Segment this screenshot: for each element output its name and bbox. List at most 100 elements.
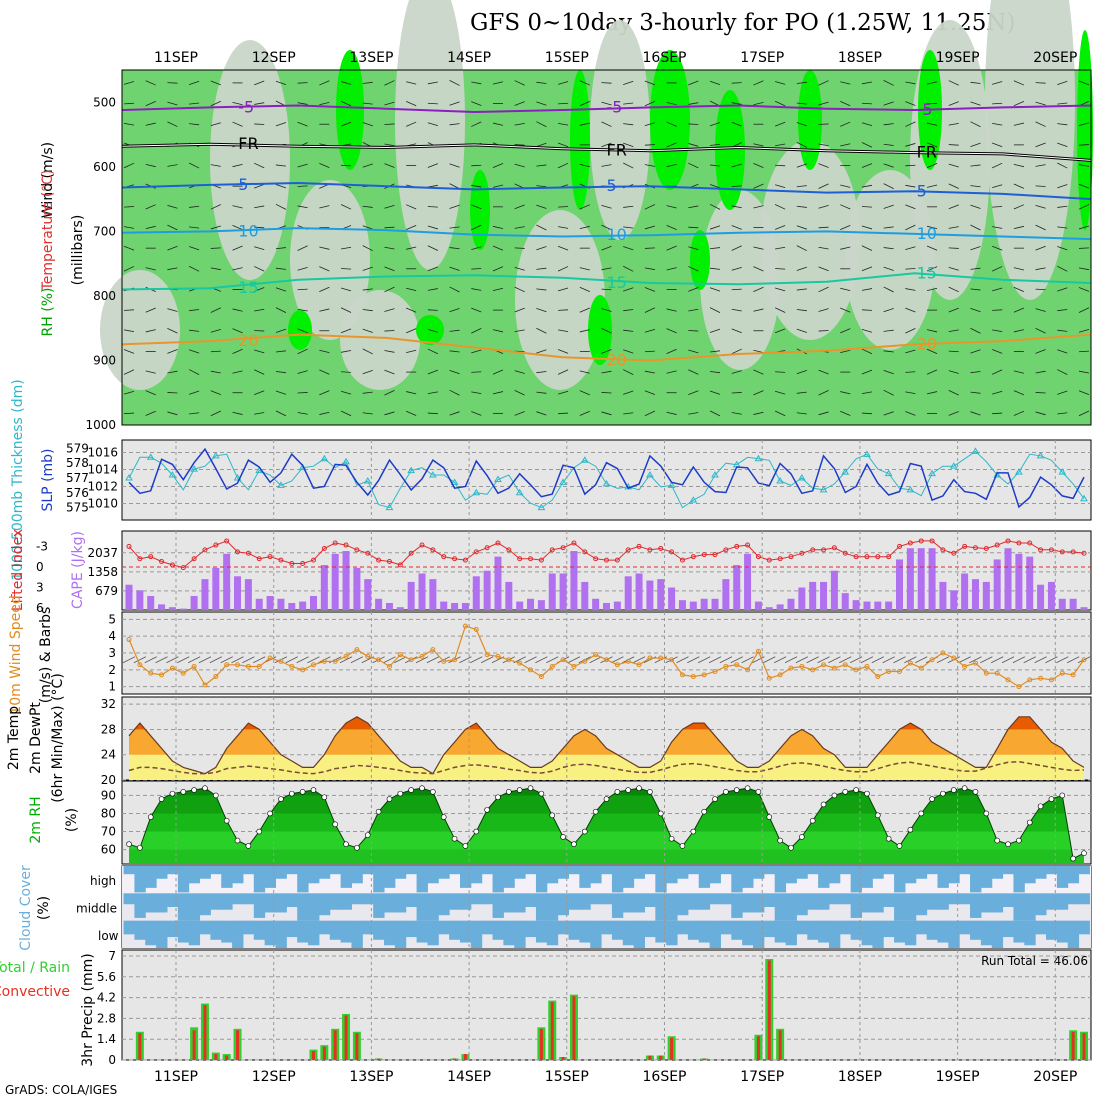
upper-air-rh-label: RH (%): [40, 288, 56, 337]
cloud-high-bar: [156, 866, 168, 879]
lifted-index-marker: [321, 545, 327, 551]
wind-speed-marker: [918, 665, 924, 671]
cape-bar: [613, 601, 621, 610]
wind-barb: [1057, 246, 1068, 251]
lifted-index-marker: [918, 538, 924, 544]
thickness-axis-label: 1000-500mb Thickness (dm): [10, 379, 26, 580]
wind-barb: [341, 371, 352, 373]
cape-bar: [939, 581, 947, 610]
wind-barb: [1013, 80, 1025, 86]
wind-barb: [254, 369, 265, 375]
cloud-middle-bar: [351, 893, 363, 905]
lifted-index-marker: [419, 542, 425, 548]
cloud-low-bar: [655, 920, 667, 943]
wind-barb: [297, 370, 308, 374]
wind-barb: [818, 183, 829, 189]
wind-barb: [753, 286, 764, 292]
wind-barb: [623, 412, 634, 415]
pressure-tick-label: 600: [93, 160, 116, 174]
temp-tick-label: 32: [101, 697, 116, 711]
precip-convective-bar: [702, 1058, 706, 1060]
cape-bar: [809, 581, 817, 610]
wind-speed-marker: [1081, 657, 1087, 663]
wind-barb: [167, 245, 178, 251]
wind-barb: [232, 348, 243, 354]
wind-barb: [1057, 184, 1068, 189]
rh-marker: [234, 837, 241, 844]
wind-barb: [514, 204, 525, 210]
contour-5: [121, 181, 1092, 201]
lifted-index-marker: [386, 558, 392, 564]
wind-barb: [297, 266, 308, 271]
wind-barb: [210, 267, 221, 271]
cape-bar: [993, 559, 1001, 610]
wind-barb: [579, 267, 590, 271]
lifted-index-marker: [897, 543, 903, 549]
thickness-marker: [711, 471, 719, 478]
wind-barb: [709, 143, 721, 146]
thickness-marker: [1058, 468, 1067, 475]
precip-convective-bar: [311, 1051, 315, 1060]
wind-barb: [731, 205, 742, 209]
cloud-middle-bar: [709, 893, 721, 905]
lifted-index-marker: [821, 547, 827, 553]
lifted-index-marker: [343, 542, 349, 548]
cloud-high-bar: [1067, 866, 1080, 884]
wind-barb: [232, 328, 243, 334]
cloud-high-bar: [318, 866, 331, 879]
wind-barb: [384, 163, 395, 168]
cloud-middle-bar: [796, 893, 808, 916]
lifted-index-marker: [972, 545, 978, 551]
wind-barb: [449, 123, 460, 126]
wind-barb: [198, 656, 212, 664]
wind-barb: [514, 144, 525, 146]
wind-barb: [709, 307, 721, 313]
cloud-low-bar: [1067, 920, 1080, 948]
cloud-low-bar: [1046, 920, 1058, 940]
wind-barb: [1057, 226, 1068, 229]
cloud-high-bar: [980, 866, 993, 888]
wind-barb: [1013, 307, 1025, 313]
wind-barb: [319, 102, 330, 106]
cape-bar: [548, 573, 556, 610]
wind-barb: [210, 410, 221, 417]
cloud-middle-bar: [633, 893, 645, 913]
temp-tick-label: 24: [101, 748, 116, 762]
wind-barb: [970, 246, 981, 251]
cloud-middle-bar: [177, 893, 190, 921]
wind-barb: [883, 123, 894, 126]
rh-marker: [473, 828, 480, 835]
wind-barb: [926, 329, 938, 333]
cloud-middle-bar: [242, 893, 255, 905]
wind-barb: [1013, 390, 1025, 396]
wind-barb: [644, 80, 656, 86]
cloud-level-label: high: [90, 874, 116, 888]
lifted-index-marker: [245, 550, 251, 556]
wind-barb: [384, 143, 395, 147]
wind-barb: [254, 287, 265, 292]
cloud-low-bar: [1013, 920, 1025, 943]
wind-barb: [254, 390, 265, 396]
lifted-index-marker: [755, 554, 761, 560]
cloud-middle-bar: [503, 893, 515, 913]
cape-bar: [971, 579, 979, 610]
contour-label: FR: [238, 134, 258, 153]
lifted-axis-label: Lifted Index: [10, 529, 26, 611]
cape-bar: [1026, 556, 1034, 610]
wind-barb: [514, 370, 525, 374]
wind-speed-marker: [180, 670, 186, 676]
wind-barb: [666, 205, 677, 209]
thickness-marker: [472, 488, 481, 496]
cloud-high-bar: [373, 866, 385, 893]
rh-marker: [875, 812, 881, 819]
wind-barb: [123, 245, 135, 251]
wind-barb: [145, 122, 156, 126]
cloud-high-bar: [232, 866, 244, 884]
wind-barb: [254, 246, 265, 250]
wind-barb: [840, 410, 851, 416]
cloud-low-bar: [459, 920, 472, 943]
date-label-bottom: 16SEP: [643, 1069, 687, 1085]
wind-speed-marker: [245, 663, 251, 669]
wind-speed-marker: [538, 674, 544, 680]
wind-barb: [731, 102, 742, 105]
